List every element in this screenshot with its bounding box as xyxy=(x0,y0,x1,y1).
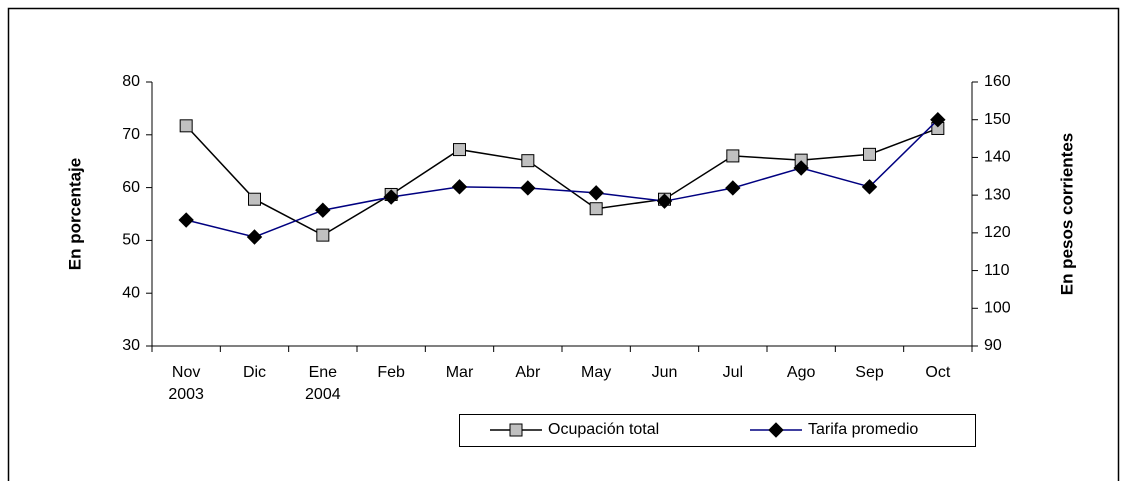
marker xyxy=(520,180,536,196)
x-tick-label: Ene 2004 xyxy=(305,364,341,403)
x-tick-label: Jul xyxy=(722,364,744,381)
x-tick-label: Oct xyxy=(925,364,951,381)
y2-tick-label: 140 xyxy=(984,149,1011,166)
marker xyxy=(383,189,399,205)
y2-tick-label: 100 xyxy=(984,300,1011,317)
y-tick-label: 70 xyxy=(122,126,140,143)
marker xyxy=(248,192,261,206)
x-tick-label: Abr xyxy=(515,364,541,381)
y2-tick-label: 130 xyxy=(984,186,1011,203)
x-tick-label: Jun xyxy=(651,364,678,381)
x-tick-label: Nov 2003 xyxy=(168,364,204,403)
marker xyxy=(453,143,466,157)
y2-tick-label: 90 xyxy=(984,337,1002,354)
marker xyxy=(930,112,946,128)
marker xyxy=(588,185,604,201)
y-tick-label: 60 xyxy=(122,179,140,196)
y-axis-title: En porcentaje xyxy=(65,158,84,270)
y2-tick-label: 150 xyxy=(984,111,1011,128)
marker xyxy=(725,180,741,196)
series-line xyxy=(185,119,939,238)
y-tick-label: 50 xyxy=(122,232,140,249)
legend-label: Ocupación total xyxy=(548,421,659,438)
marker xyxy=(589,202,603,216)
marker xyxy=(246,229,263,245)
marker xyxy=(863,147,876,161)
marker xyxy=(509,423,523,437)
marker xyxy=(726,149,740,163)
x-tick-label: Mar xyxy=(445,364,474,381)
frame xyxy=(7,7,1120,481)
y2-tick-label: 120 xyxy=(984,224,1011,241)
x-tick-label: May xyxy=(581,364,612,381)
y-tick-label: 30 xyxy=(122,337,140,354)
marker xyxy=(316,228,330,242)
y-tick-label: 40 xyxy=(122,284,140,301)
series-line xyxy=(185,125,939,236)
marker xyxy=(793,160,809,176)
marker xyxy=(656,193,673,209)
marker xyxy=(521,154,535,168)
x-tick-label: Ago xyxy=(786,364,816,381)
marker xyxy=(178,212,194,228)
x-tick-label: Feb xyxy=(377,364,405,381)
y2-tick-label: 110 xyxy=(984,262,1010,279)
x-tick-label: Sep xyxy=(855,364,884,381)
marker xyxy=(768,422,784,438)
marker xyxy=(861,179,878,195)
marker xyxy=(451,179,468,195)
y2-axis-title: En pesos corrientes xyxy=(1057,133,1076,296)
marker xyxy=(179,119,193,133)
legend-box xyxy=(459,414,976,447)
legend-label: Tarifa promedio xyxy=(808,421,918,438)
y-tick-label: 80 xyxy=(122,73,140,90)
y2-tick-label: 160 xyxy=(984,73,1011,90)
x-tick-label: Dic xyxy=(242,364,267,381)
marker xyxy=(315,202,331,218)
